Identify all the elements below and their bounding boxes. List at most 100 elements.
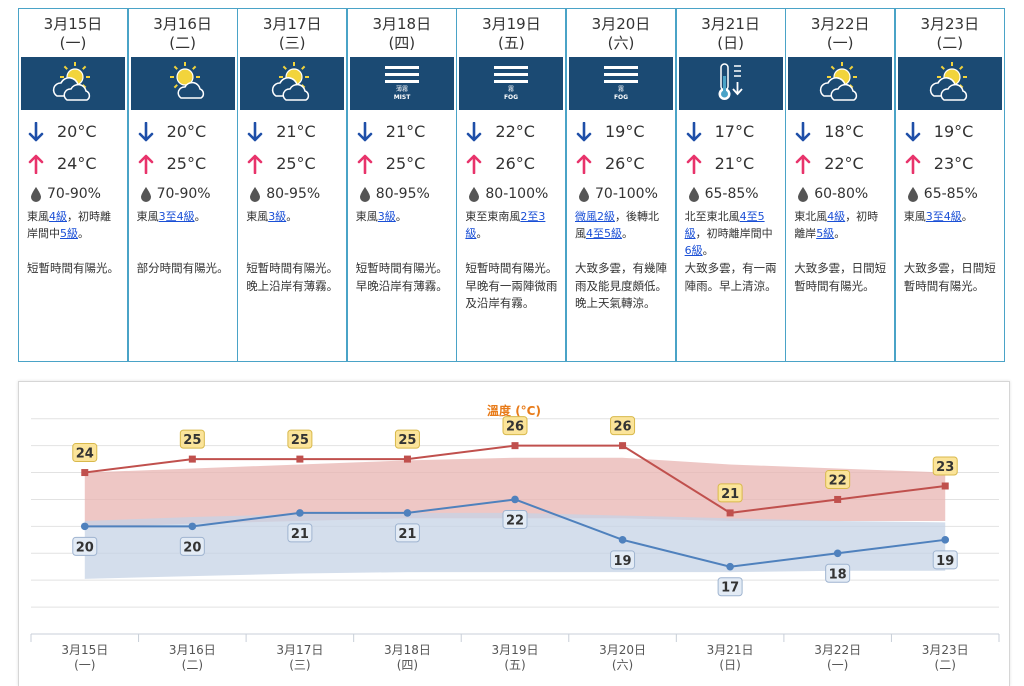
arrow-down-icon <box>794 116 812 148</box>
humidity: 70-90% <box>47 186 101 202</box>
wind-forecast: 東北風4級，初時離岸5級。 <box>786 208 894 260</box>
max-temp-point <box>834 495 842 503</box>
wind-text: 東至東南風 <box>465 210 521 223</box>
humidity: 60-80% <box>814 186 869 202</box>
min-temp-row: 22°C <box>457 116 565 148</box>
wind-force-link[interactable]: 3至4級 <box>925 210 962 223</box>
humidity-row: 65-85% <box>677 180 785 208</box>
wind-force-link[interactable]: 3至4級 <box>158 210 195 223</box>
weather-description: 短暫時間有陽光。早晚沿岸有薄霧。 <box>355 261 448 293</box>
wind-forecast: 東至東南風2至3級。 <box>457 208 565 260</box>
wind-text: 。 <box>476 227 488 240</box>
humidity-row: 60-80% <box>786 180 894 208</box>
min-temp-label-box <box>287 523 313 543</box>
min-temp-point <box>296 509 304 517</box>
sunny-periods-cloud-icon <box>45 60 101 108</box>
min-temp-point <box>403 509 412 517</box>
wind-force-link[interactable]: 5級 <box>816 227 835 240</box>
x-tick-sublabel: (二) <box>182 658 203 672</box>
forecast-date: 3月16日 <box>153 15 212 33</box>
max-temp: 25°C <box>166 154 207 173</box>
wind-text: 。 <box>194 210 206 223</box>
x-tick-label: 3月21日 <box>707 643 754 657</box>
min-temp-point <box>618 536 627 544</box>
wind-force-link[interactable]: 3級 <box>377 210 396 223</box>
min-temp: 21°C <box>385 122 426 141</box>
max-temp-label-box <box>932 456 958 476</box>
arrow-up-icon <box>246 148 264 180</box>
wind-force-link[interactable]: 4至5級 <box>586 227 622 240</box>
max-temp-point <box>403 455 411 463</box>
max-temp-data-label: 25 <box>183 433 201 448</box>
humidity-row: 80-95% <box>348 180 456 208</box>
max-temp-point <box>941 482 949 490</box>
forecast-card: 3月19日 (五) 霧 FOG 22°C 26°C 80-100% 東至東南風2至3級。 短暫時… <box>456 8 567 362</box>
max-temp-row: 23°C <box>896 148 1004 180</box>
wind-text: 。 <box>395 210 407 223</box>
wind-text: 東風 <box>27 210 49 223</box>
fog-icon: 霧 FOG <box>593 60 649 108</box>
humidity-row: 70-90% <box>129 180 237 208</box>
weather-icon-box <box>897 57 1002 110</box>
wind-force-link[interactable]: 4級 <box>49 210 67 223</box>
max-temp-data-label: 26 <box>506 420 524 435</box>
min-temp-point <box>833 549 842 558</box>
wind-forecast: 東風3級。 <box>238 208 346 260</box>
humidity-row: 65-85% <box>896 180 1004 208</box>
x-tick-label: 3月22日 <box>814 643 861 657</box>
wind-text: 東風 <box>903 210 926 223</box>
weather-icon-box <box>240 57 345 110</box>
arrow-down-icon <box>246 116 264 148</box>
wind-force-link[interactable]: 5級 <box>60 227 78 240</box>
cool-thermometer-icon <box>703 60 759 108</box>
wind-force-link[interactable]: 4級 <box>827 210 846 223</box>
arrow-down-icon <box>356 116 374 148</box>
min-temp: 20°C <box>57 122 97 141</box>
arrow-down-icon <box>27 116 45 148</box>
forecast-weekday: (三) <box>278 34 306 52</box>
min-temp-data-label: 20 <box>183 540 201 555</box>
humidity: 65-85% <box>704 186 759 202</box>
svg-text:薄霧: 薄霧 <box>396 85 408 93</box>
max-temp-label-box <box>502 416 528 436</box>
max-temp-point <box>619 442 627 450</box>
min-temp-data-label: 20 <box>76 540 94 555</box>
forecast-date: 3月21日 <box>701 15 760 33</box>
weather-description: 大致多雲，日間短暫時間有陽光。 <box>903 261 996 293</box>
min-temp-data-label: 21 <box>398 527 416 542</box>
min-temp: 18°C <box>824 122 864 141</box>
max-temp-row: 25°C <box>348 148 456 180</box>
weather-description: 大致多雲，有一兩陣雨。早上清涼。 <box>684 261 777 293</box>
sunny-periods-cloud-icon <box>264 60 320 108</box>
max-temp-label-box <box>179 429 205 449</box>
wind-forecast: 微風2級，後轉北風4至5級。 <box>567 208 675 260</box>
weather-icon-box <box>130 57 235 110</box>
min-temp-row: 21°C <box>348 116 456 148</box>
max-temp: 26°C <box>495 154 535 173</box>
wind-force-link[interactable]: 4至5級 <box>684 210 765 240</box>
min-temp-label-box <box>717 577 743 597</box>
max-temp-point <box>188 455 196 463</box>
wind-text: ，初時離岸 <box>794 210 879 240</box>
temperature-chart: 3月15日(一)3月16日(二)3月17日(三)3月18日(四)3月19日(五)… <box>30 416 1000 672</box>
svg-text:霧: 霧 <box>618 86 624 93</box>
wind-force-link[interactable]: 微風2級 <box>575 210 615 223</box>
max-temp-row: 26°C <box>567 148 675 180</box>
humidity: 80-95% <box>266 186 321 202</box>
max-temp-label-box <box>394 429 420 449</box>
humidity-row: 70-100% <box>567 180 675 208</box>
max-temp-row: 26°C <box>457 148 565 180</box>
forecast-weekday: (五) <box>498 34 525 52</box>
wind-force-link[interactable]: 6級 <box>684 244 703 257</box>
min-temp-row: 20°C <box>19 116 127 148</box>
min-temp-point <box>726 562 734 571</box>
arrow-up-icon <box>575 148 593 180</box>
wind-force-link[interactable]: 2至3級 <box>465 210 546 240</box>
x-tick-sublabel: (日) <box>719 658 740 672</box>
max-temp-label-box <box>72 443 98 463</box>
wind-force-link[interactable]: 3級 <box>268 210 287 223</box>
forecast-weekday: (二) <box>936 34 964 52</box>
min-temp-point <box>941 536 950 544</box>
min-temp-label-box <box>932 550 958 570</box>
forecast-card: 3月17日 (三) 21°C 25°C 80-95% 東風3級。 短暫時間有陽光。晚上沿岸有… <box>237 8 348 362</box>
